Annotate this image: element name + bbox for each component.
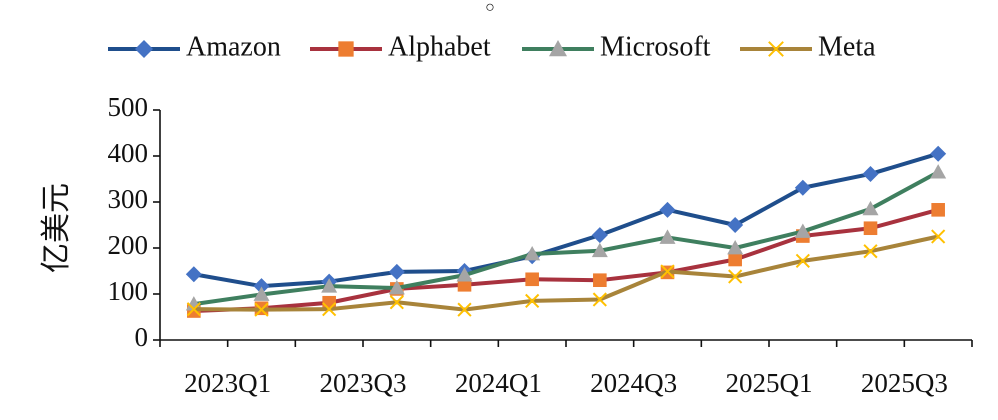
data-point-microsoft (321, 278, 338, 293)
legend-label-meta: Meta (818, 31, 876, 62)
data-point-microsoft (524, 245, 541, 261)
data-point-amazon (388, 263, 405, 280)
data-point-microsoft (253, 286, 270, 301)
legend-label-alphabet: Alphabet (388, 31, 491, 62)
legend-item-alphabet: Alphabet (310, 31, 491, 62)
x-tick-label: 2025Q1 (726, 368, 813, 398)
series-meta (186, 229, 946, 317)
data-point-amazon (862, 165, 879, 182)
data-point-microsoft (185, 296, 202, 311)
y-tick-label: 100 (108, 276, 149, 306)
legend-item-amazon: Amazon (108, 31, 281, 62)
x-tick-label: 2024Q3 (590, 368, 677, 398)
y-axis-label: 亿美元 (39, 183, 74, 273)
data-point-meta (457, 302, 472, 317)
data-point-meta (254, 302, 269, 317)
legend: Amazon Alphabet Microsoft Meta (108, 31, 876, 62)
series-line-microsoft (193, 170, 940, 307)
data-point-microsoft (456, 267, 473, 282)
data-point-amazon (794, 179, 811, 196)
legend-marker-amazon (135, 40, 153, 58)
series-microsoft (185, 164, 947, 311)
data-point-microsoft (727, 240, 744, 255)
axes: 0 100 200 300 400 500 2023Q1 2023Q3 2024Q1 2024Q3… (108, 92, 973, 398)
data-point-meta (728, 269, 743, 284)
y-tick-label: 0 (135, 322, 149, 352)
data-point-meta (863, 244, 878, 259)
data-point-meta (186, 302, 201, 317)
legend-item-meta: Meta (740, 31, 876, 62)
legend-item-microsoft: Microsoft (522, 31, 711, 62)
legend-marker-microsoft (549, 40, 567, 57)
data-point-meta (525, 293, 540, 309)
data-point-alphabet (931, 203, 945, 217)
data-point-alphabet (593, 273, 607, 287)
series-line-meta (193, 234, 939, 312)
data-point-microsoft (388, 280, 405, 295)
data-point-amazon (930, 145, 947, 162)
y-tick-label: 300 (108, 184, 149, 214)
x-tick-label: 2024Q1 (455, 368, 542, 398)
legend-marker-alphabet (338, 41, 354, 57)
legend-label-microsoft: Microsoft (600, 31, 711, 62)
data-point-amazon (727, 217, 744, 233)
series-line-amazon (193, 151, 939, 289)
top-marker-icon: ○ (485, 0, 495, 16)
y-tick-label: 500 (108, 92, 149, 122)
y-tick-label: 400 (108, 138, 149, 168)
data-point-microsoft (591, 242, 608, 258)
data-point-meta (322, 302, 337, 317)
y-tick-label: 200 (108, 230, 149, 260)
data-point-meta (931, 229, 946, 244)
data-point-amazon (591, 227, 608, 244)
legend-marker-meta (768, 41, 784, 57)
data-point-alphabet (728, 252, 742, 267)
legend-label-amazon: Amazon (186, 31, 281, 62)
series-line-alphabet (193, 207, 939, 314)
data-point-microsoft (794, 223, 811, 238)
data-point-amazon (659, 201, 676, 218)
data-point-amazon (253, 278, 270, 295)
data-point-meta (795, 253, 810, 268)
data-point-alphabet (525, 272, 539, 287)
data-point-microsoft (862, 200, 879, 216)
data-point-amazon (185, 266, 202, 283)
data-point-meta (389, 295, 404, 310)
data-point-microsoft (930, 164, 947, 179)
data-point-microsoft (659, 229, 676, 244)
x-tick-label: 2023Q3 (320, 368, 407, 398)
x-tick-label: 2025Q3 (861, 368, 948, 398)
data-point-meta (660, 264, 675, 279)
data-point-alphabet (863, 221, 878, 236)
data-point-meta (592, 292, 607, 307)
x-tick-label: 2023Q1 (184, 368, 271, 398)
series-layer (185, 145, 947, 318)
